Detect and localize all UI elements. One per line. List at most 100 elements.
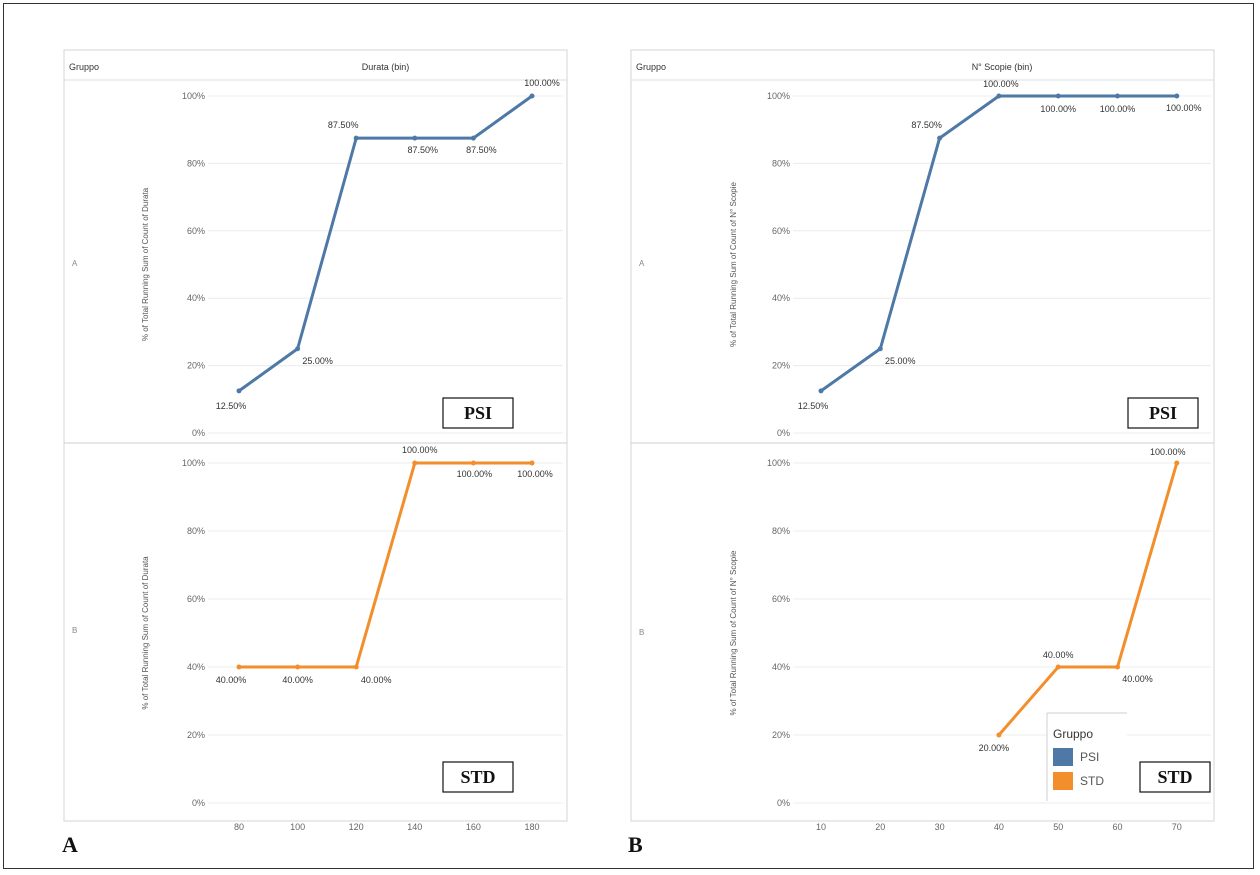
group-badge-label: PSI [1149,403,1177,423]
y-tick-label: 100% [767,91,790,101]
y-tick-label: 60% [187,226,205,236]
data-point [353,664,359,670]
y-axis-title: % of Total Running Sum of Count of N° Sc… [729,181,738,346]
x-tick-label: 120 [349,822,364,832]
x-tick-label: 70 [1172,822,1182,832]
y-axis-title: % of Total Running Sum of Count of Durat… [141,556,150,710]
y-tick-label: 20% [187,361,205,371]
data-point [877,346,883,352]
data-point [1055,664,1061,670]
y-tick-label: 60% [772,226,790,236]
x-axis-title: N° Scopie (bin) [972,62,1033,72]
data-point [996,732,1002,738]
data-point [1174,93,1180,99]
data-label: 25.00% [302,356,333,366]
data-point [1055,93,1061,99]
y-tick-label: 40% [187,293,205,303]
data-point [295,664,301,670]
y-tick-label: 0% [192,428,205,438]
y-tick-label: 80% [187,158,205,168]
data-label: 100.00% [1100,104,1136,114]
data-point [295,346,301,352]
series-line [238,94,533,393]
chart-1: Gruppo Durata (bin) 80 100 120 140 160 180 0% 20%… [63,49,568,832]
group-badge: PSI [1127,397,1199,429]
data-label: 40.00% [282,675,313,685]
group-badge-box [442,397,514,429]
data-label: 100.00% [457,469,493,479]
y-tick-label: 0% [777,428,790,438]
group-badge: PSI [442,397,514,429]
row-label: B [639,628,644,637]
data-label: 100.00% [1166,103,1202,113]
y-tick-label: 100% [182,458,205,468]
y-tick-label: 20% [772,361,790,371]
data-label: 87.50% [408,145,439,155]
x-tick-label: 20 [875,822,885,832]
data-label: 25.00% [885,356,916,366]
x-tick-label: 40 [994,822,1004,832]
group-badge-label: STD [1157,767,1192,787]
x-tick-label: 50 [1053,822,1063,832]
legend-swatch [1053,772,1073,790]
y-tick-label: 0% [777,798,790,808]
data-label: 40.00% [1043,650,1074,660]
data-label: 100.00% [1040,104,1076,114]
y-axis-title: % of Total Running Sum of Count of N° Sc… [729,550,738,715]
y-tick-label: 60% [772,594,790,604]
group-badge-box [442,761,514,793]
data-point [529,93,535,99]
data-label: 100.00% [983,79,1019,89]
data-label: 87.50% [911,120,942,130]
legend-swatch [1053,748,1073,766]
data-label: 100.00% [1150,447,1186,457]
x-tick-label: 60 [1112,822,1122,832]
y-tick-label: 40% [187,662,205,672]
y-tick-label: 20% [187,730,205,740]
legend-title: Gruppo [1053,727,1093,741]
data-point [818,388,824,394]
row-label: B [72,626,77,635]
row-label: A [639,259,645,268]
data-label: 100.00% [402,445,438,455]
data-point [1174,460,1180,466]
data-point [470,460,476,466]
data-point [236,388,242,394]
data-label: 87.50% [466,145,497,155]
data-point [412,135,418,141]
facet-header: Gruppo [636,62,666,72]
data-label: 40.00% [1122,674,1153,684]
x-tick-label: 160 [466,822,481,832]
y-tick-label: 80% [772,158,790,168]
data-point [529,460,535,466]
data-label: 40.00% [216,675,247,685]
y-tick-label: 0% [192,798,205,808]
group-badge: STD [442,761,514,793]
series-line [239,461,532,669]
group-badge: STD [1139,761,1211,793]
data-point [353,135,359,141]
group-badge-box [1127,397,1199,429]
data-label: 12.50% [798,401,829,411]
data-point [470,135,476,141]
group-badge-label: STD [460,767,495,787]
series-line [997,462,1179,736]
y-axis-title: % of Total Running Sum of Count of Durat… [141,187,150,341]
x-tick-label: 180 [524,822,539,832]
chart-border [630,49,1215,822]
figure-frame [3,3,1254,869]
x-tick-label: 140 [407,822,422,832]
x-tick-label: 10 [816,822,826,832]
data-point [996,93,1002,99]
data-point [412,460,418,466]
data-point [236,664,242,670]
data-label: 100.00% [524,78,560,88]
x-axis-title: Durata (bin) [362,62,410,72]
legend-item-label: STD [1080,774,1104,788]
x-tick-label: 100 [290,822,305,832]
legend: Gruppo PSI STD [1046,712,1127,801]
y-tick-label: 100% [182,91,205,101]
data-point [1115,664,1120,670]
y-tick-label: 60% [187,594,205,604]
panel-letter-b: B [628,832,643,857]
